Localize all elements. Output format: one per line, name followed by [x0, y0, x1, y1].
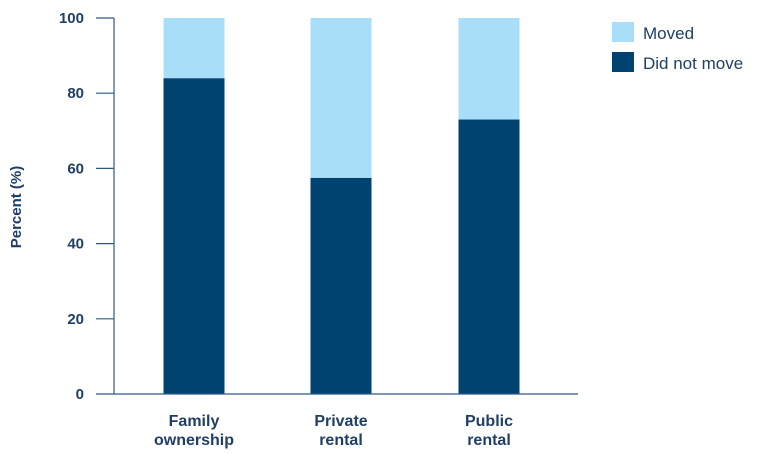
bars-group — [163, 18, 520, 395]
bar-segment-moved — [310, 18, 372, 178]
legend-swatch-did-not-move — [612, 52, 634, 72]
y-tick-label: 0 — [76, 386, 84, 403]
legend-swatch-moved — [612, 22, 634, 42]
legend: Moved Did not move — [612, 22, 743, 73]
y-tick-label: 40 — [67, 236, 84, 253]
bar-segment-did-not-move — [458, 119, 520, 395]
bar-segment-did-not-move — [163, 78, 225, 394]
y-tick-label: 60 — [67, 160, 84, 177]
y-axis-title: Percent (%) — [8, 166, 25, 249]
legend-label-did-not-move: Did not move — [643, 54, 743, 73]
legend-label-moved: Moved — [643, 24, 694, 43]
bar-segment-did-not-move — [310, 177, 372, 394]
bar-segment-moved — [458, 18, 520, 120]
bar-segment-moved — [163, 18, 225, 79]
x-category-label: Public rental — [465, 413, 513, 449]
x-category-label: Family ownership — [154, 413, 234, 449]
x-category-label: Private rental — [314, 413, 367, 449]
x-labels-group: Family ownership Private rental Public rental — [154, 413, 513, 449]
y-tick-label: 100 — [59, 10, 84, 27]
y-tick-label: 20 — [67, 311, 84, 328]
y-tick-label: 80 — [67, 85, 84, 102]
y-ticks-group: 0 20 40 60 80 100 — [59, 10, 114, 403]
